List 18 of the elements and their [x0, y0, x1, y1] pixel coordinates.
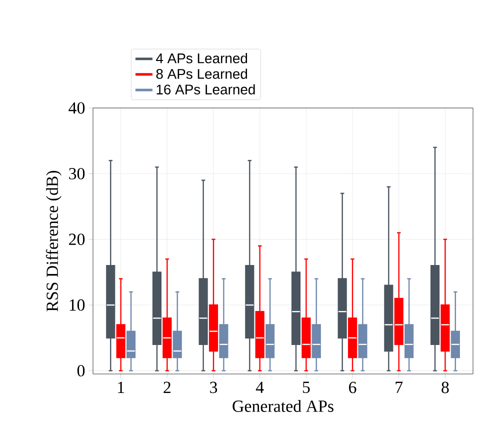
- y-tick-label: 40: [68, 102, 85, 114]
- x-tick-label: 1: [118, 382, 124, 393]
- x-tick-label: 7: [396, 382, 403, 393]
- y-tick-label: 10: [70, 299, 85, 311]
- x-tick-label: 8: [442, 382, 449, 394]
- y-axis-title: RSS Difference (dB): [46, 170, 62, 312]
- legend-label: 16 APs Learned: [156, 84, 255, 94]
- x-tick-label: 4: [256, 382, 264, 393]
- x-tick-label: 5: [302, 382, 310, 394]
- y-tick-label: 20: [69, 234, 85, 246]
- legend-label: 8 APs Learned: [156, 68, 248, 79]
- x-tick-label: 2: [164, 382, 170, 393]
- x-tick-label: 6: [349, 382, 356, 394]
- legend-label: 4 APs Learned: [156, 53, 248, 64]
- y-tick-label: 0: [77, 364, 85, 376]
- y-tick-label: 30: [69, 168, 85, 180]
- x-tick-label: 3: [210, 382, 218, 394]
- x-axis-title: Generated APs: [232, 400, 334, 412]
